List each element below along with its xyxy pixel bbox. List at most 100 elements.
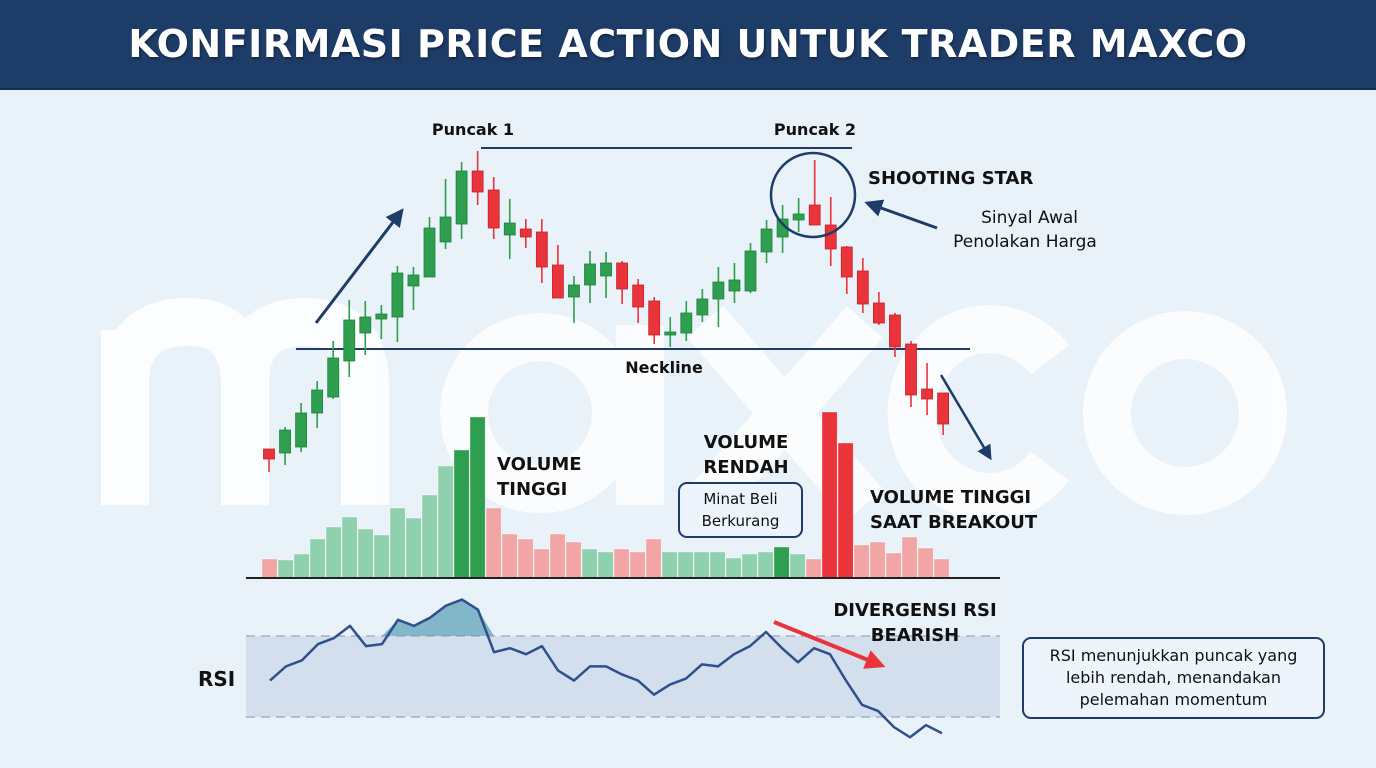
candle-body [905,343,917,396]
volume-bar [629,551,646,579]
candle-body [616,262,628,290]
volume-bar [373,534,390,579]
candle-body [487,189,500,229]
rsi-neutral-band [246,636,1000,717]
volume-bar [757,551,774,579]
bearish-candle [616,261,628,304]
bearish-candle [937,392,949,435]
high-volume-label: VOLUME TINGGI [497,452,582,502]
rsi-note-line2: lebih rendah, menandakan [1065,668,1281,687]
volume-bar [581,548,598,579]
low-volume-line2: RENDAH [703,457,789,478]
bearish-candle [263,448,275,472]
signal-note: Sinyal Awal Penolakan Harga [942,206,1108,254]
volume-bar [325,526,342,579]
low-volume-note-line1: Minat Beli [703,490,778,508]
bullish-candle [423,217,436,278]
shooting-star-highlight-circle [769,151,857,239]
candle-body [327,357,340,398]
volume-bar [341,516,358,579]
volume-bar [837,442,854,579]
candle-body [359,316,372,334]
volume-bar [901,536,918,579]
volume-bar [725,557,742,579]
candle-body [455,170,468,225]
bullish-candle [760,220,773,263]
bullish-candle [728,263,741,303]
candle-body [584,263,596,286]
candle-body [824,224,837,250]
candle-body [552,264,564,299]
candle-body [407,274,420,287]
volume-bar [453,449,470,579]
volume-bar [741,553,758,579]
bearish-candle [552,245,564,299]
volume-bar [357,528,374,579]
bullish-candle [375,305,388,339]
volume-bar [661,551,678,579]
bearish-candle [808,160,821,226]
signal-note-line1: Sinyal Awal [981,208,1078,228]
volume-bar [405,517,422,579]
bullish-candle [295,403,308,452]
volume-bar [917,547,934,579]
watermark-letter-m [101,297,389,505]
rsi-line [269,598,943,739]
page-title: KONFIRMASI PRICE ACTION UNTUK TRADER MAX… [128,22,1248,66]
volume-bar [773,546,790,579]
volume-bar [421,494,438,579]
volume-bar [517,538,534,579]
bullish-candle [359,301,372,355]
candle-body [873,302,885,324]
bearish-candle [519,219,532,248]
bearish-candle [873,292,885,325]
bearish-candle [648,297,661,344]
volume-bar [501,533,518,579]
volume-bar [485,507,502,579]
high-volume-line1: VOLUME [497,454,582,475]
volume-bar [437,465,454,579]
candle-body [343,319,356,362]
candle-body [391,272,404,318]
volume-bar [805,558,822,579]
bearish-candle [824,197,837,266]
bullish-candle [343,300,356,377]
volume-bar [853,544,870,579]
bullish-candle [696,289,709,322]
candle-body [728,279,741,292]
volume-bar [277,559,294,579]
candle-body [295,412,308,448]
candle-body [263,448,275,460]
candle-body [439,216,452,243]
candle-body [648,300,661,336]
candle-body [311,389,324,414]
bullish-candle [600,252,612,298]
bearish-candle [856,258,869,313]
volume-bar [789,553,806,579]
volume-bar [677,551,694,579]
candle-body [712,281,725,300]
volume-bar [469,416,486,579]
bearish-candle [889,313,901,357]
breakout-volume-label: VOLUME TINGGI SAAT BREAKOUT [870,485,1037,535]
volume-bar [613,548,630,579]
candle-body [632,284,645,308]
candle-body [471,170,484,193]
low-volume-note-box: Minat Beli Berkurang [678,482,803,538]
volume-bar [309,538,326,579]
volume-bar [597,551,614,579]
candle-body [856,270,869,305]
bearish-candle [905,341,917,407]
bearish-candle [840,246,853,294]
volume-bar [709,551,726,579]
uptrend-arrow-icon [314,208,404,324]
bearish-candle [921,363,933,415]
volume-bar [693,551,710,579]
bullish-candle [327,341,340,399]
low-volume-label: VOLUME RENDAH [703,430,788,480]
volume-bar [293,553,310,579]
bullish-candle [407,267,420,310]
volume-bar [933,558,950,579]
pointer-arrow-icon [864,199,938,230]
